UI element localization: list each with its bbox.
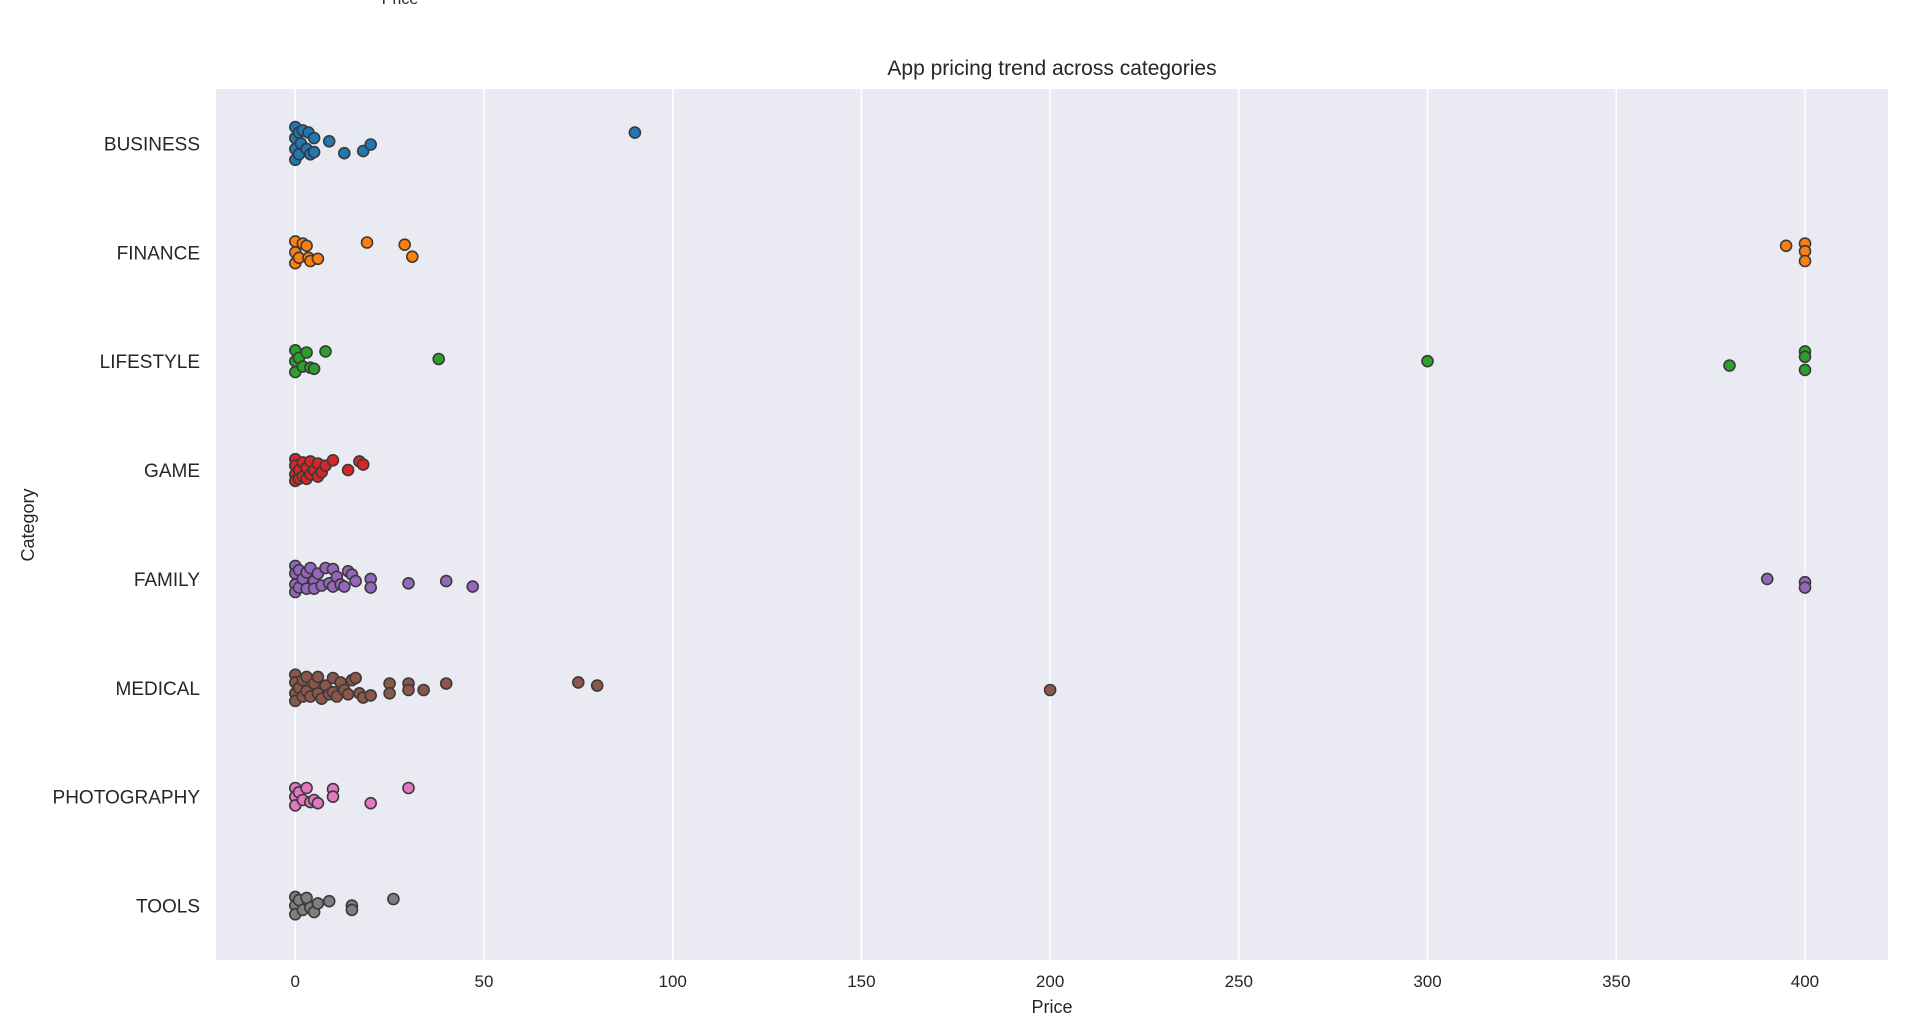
point-photography-12 bbox=[402, 781, 415, 795]
category-label-lifestyle: LIFESTYLE bbox=[100, 352, 200, 373]
x-tick-label-150: 150 bbox=[847, 972, 875, 991]
x-tick-label-200: 200 bbox=[1036, 972, 1064, 991]
point-medical-21 bbox=[341, 687, 355, 701]
chart-title: App pricing trend across categories bbox=[887, 57, 1216, 80]
y-axis-label: Category bbox=[18, 488, 38, 561]
point-photography-5 bbox=[300, 781, 313, 795]
point-tools-11 bbox=[345, 903, 359, 917]
point-finance-5 bbox=[300, 239, 313, 253]
point-finance-15 bbox=[1798, 254, 1812, 268]
point-family-29 bbox=[1760, 572, 1774, 586]
point-photography-11 bbox=[364, 796, 378, 810]
category-label-medical: MEDICAL bbox=[116, 679, 200, 700]
point-tools-9 bbox=[322, 894, 336, 908]
point-finance-10 bbox=[398, 238, 412, 251]
point-photography-10 bbox=[326, 790, 340, 804]
point-family-28 bbox=[466, 580, 480, 593]
category-label-finance: FINANCE bbox=[117, 243, 200, 264]
point-medical-28 bbox=[383, 686, 396, 700]
x-tick-label-300: 300 bbox=[1413, 972, 1441, 991]
point-lifestyle-14 bbox=[1798, 363, 1812, 377]
x-tick-label-250: 250 bbox=[1225, 972, 1253, 991]
point-family-26 bbox=[402, 576, 415, 590]
gridlines bbox=[294, 89, 1806, 960]
point-medical-30 bbox=[402, 683, 415, 697]
category-label-family: FAMILY bbox=[134, 570, 200, 591]
x-tick-label-350: 350 bbox=[1602, 972, 1630, 991]
point-lifestyle-7 bbox=[307, 362, 321, 376]
point-lifestyle-9 bbox=[432, 352, 446, 366]
point-medical-31 bbox=[417, 683, 430, 697]
point-business-12 bbox=[307, 145, 321, 159]
point-medical-23 bbox=[349, 671, 362, 685]
category-label-game: GAME bbox=[144, 461, 200, 482]
point-business-14 bbox=[337, 146, 351, 160]
point-lifestyle-5 bbox=[300, 346, 313, 359]
point-business-16 bbox=[364, 138, 378, 151]
point-game-17 bbox=[326, 453, 340, 467]
point-photography-8 bbox=[311, 796, 325, 810]
point-finance-12 bbox=[1779, 239, 1793, 253]
point-family-25 bbox=[364, 581, 378, 594]
category-labels: BUSINESS FINANCE LIFESTYLE GAME FAMILY MEDICA… bbox=[53, 134, 201, 917]
category-label-business: BUSINESS bbox=[104, 134, 200, 155]
point-finance-11 bbox=[405, 250, 419, 264]
category-label-tools: TOOLS bbox=[136, 897, 200, 918]
point-medical-34 bbox=[590, 679, 604, 692]
plot-area bbox=[216, 89, 1888, 960]
point-lifestyle-11 bbox=[1723, 359, 1736, 372]
point-medical-33 bbox=[571, 676, 585, 689]
point-lifestyle-8 bbox=[319, 345, 332, 358]
category-label-photography: PHOTOGRAPHY bbox=[53, 788, 201, 809]
x-axis-label: Price bbox=[1031, 997, 1072, 1017]
point-family-27 bbox=[439, 574, 453, 588]
point-medical-32 bbox=[439, 677, 453, 690]
x-tick-label-0: 0 bbox=[291, 972, 300, 991]
point-finance-9 bbox=[360, 236, 374, 249]
x-tick-label-100: 100 bbox=[658, 972, 686, 991]
point-business-13 bbox=[322, 135, 336, 148]
point-business-11 bbox=[307, 131, 321, 145]
point-lifestyle-13 bbox=[1798, 350, 1812, 364]
point-family-31 bbox=[1798, 581, 1812, 594]
point-finance-8 bbox=[311, 252, 325, 266]
point-business-17 bbox=[628, 126, 642, 139]
point-medical-26 bbox=[364, 689, 378, 702]
point-family-23 bbox=[349, 574, 362, 588]
point-family-20 bbox=[337, 580, 351, 593]
point-medical-35 bbox=[1043, 683, 1057, 697]
point-lifestyle-10 bbox=[1421, 354, 1434, 368]
point-medical-11 bbox=[311, 670, 325, 684]
x-tick-label-50: 50 bbox=[475, 972, 494, 991]
x-tick-label-400: 400 bbox=[1791, 972, 1819, 991]
point-game-20 bbox=[356, 458, 370, 471]
point-tools-12 bbox=[387, 892, 400, 906]
point-game-18 bbox=[341, 463, 355, 477]
data-points bbox=[288, 120, 1812, 921]
x-tick-labels: 0 50 100 150 200 250 300 350 400 bbox=[291, 972, 1820, 991]
point-tools-8 bbox=[311, 897, 325, 910]
clipped-previous-xlabel: Price bbox=[382, 0, 419, 8]
